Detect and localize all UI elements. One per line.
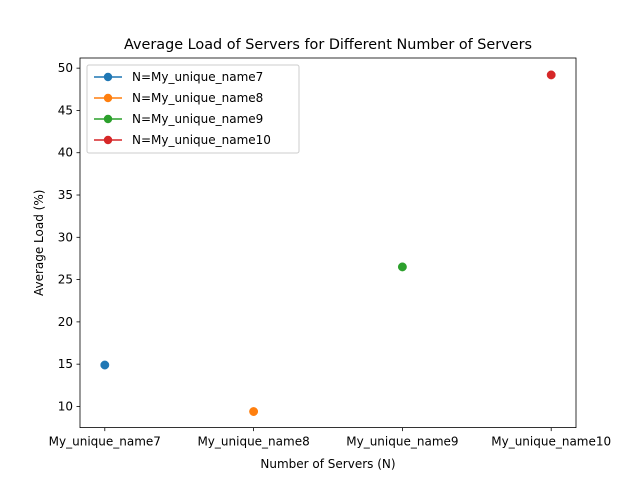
- legend-box: [86, 64, 300, 154]
- legend: N=My_unique_name7 N=My_unique_name8 N=My_u…: [86, 64, 300, 154]
- y-tick-label: 15: [58, 357, 73, 371]
- x-tick-label: My_unique_name10: [491, 435, 611, 449]
- data-point: [546, 70, 556, 80]
- legend-swatch-marker: [103, 93, 113, 103]
- y-tick-label: 30: [58, 230, 73, 244]
- y-axis-ticks: 10 15 20 25 30 35 40 45 50: [58, 61, 80, 413]
- x-tick-label: My_unique_name8: [197, 435, 309, 449]
- x-axis-ticks: My_unique_name7 My_unique_name8 My_unique_…: [49, 427, 611, 449]
- legend-swatch-marker: [103, 114, 113, 124]
- plot-frame: [79, 57, 577, 429]
- chart-title: Average Load of Servers for Different Nu…: [124, 37, 532, 53]
- legend-label: N=My_unique_name8: [132, 91, 263, 105]
- data-point: [249, 407, 259, 416]
- x-tick-label: My_unique_name7: [49, 435, 161, 449]
- legend-swatch-marker: [103, 135, 113, 145]
- y-tick-label: 25: [58, 273, 73, 287]
- data-points: [100, 70, 556, 416]
- x-tick-label: My_unique_name9: [346, 435, 458, 449]
- legend-label: N=My_unique_name7: [132, 70, 263, 84]
- y-tick-label: 45: [58, 103, 73, 117]
- data-point: [397, 262, 407, 272]
- y-tick-label: 50: [58, 61, 73, 75]
- x-axis-title: Number of Servers (N): [260, 457, 395, 471]
- legend-label: N=My_unique_name9: [132, 112, 263, 126]
- y-axis-title: Average Load (%): [32, 190, 46, 296]
- y-tick-label: 35: [58, 188, 73, 202]
- y-tick-label: 10: [58, 399, 73, 413]
- y-tick-label: 40: [58, 146, 73, 160]
- legend-swatch-marker: [103, 72, 113, 82]
- legend-label: N=My_unique_name10: [132, 133, 271, 147]
- y-tick-label: 20: [58, 315, 73, 329]
- data-point: [100, 360, 110, 370]
